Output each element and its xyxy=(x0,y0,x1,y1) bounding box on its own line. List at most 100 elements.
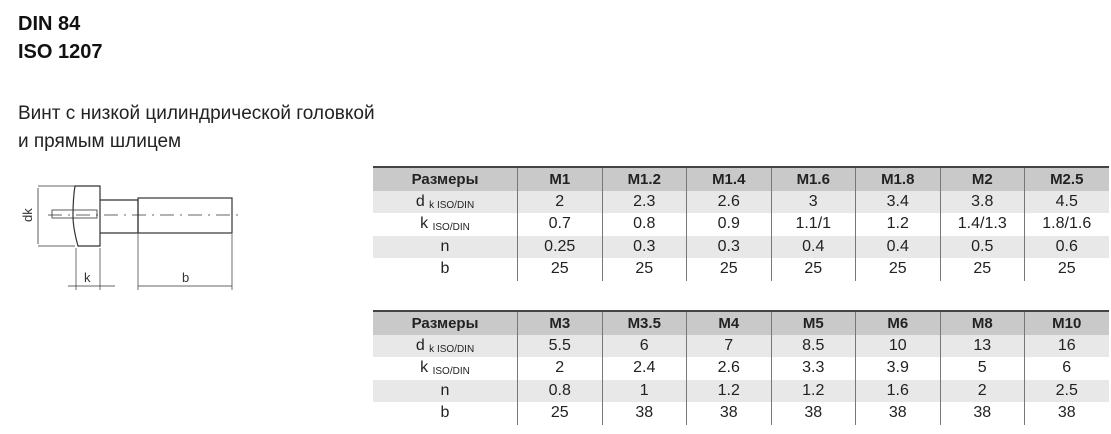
table-cell: 0.3 xyxy=(686,235,771,258)
row-label-main: k xyxy=(420,359,429,377)
row-label-main: b xyxy=(440,404,450,422)
table-cell: 5.5 xyxy=(517,334,602,357)
row-label-main: d xyxy=(415,336,425,354)
table-cell: 25 xyxy=(601,258,687,281)
table-cell: 0.8 xyxy=(517,379,602,402)
table-cell: 0.3 xyxy=(601,235,687,258)
row-label: k ISO/DIN xyxy=(373,213,518,236)
table-row: n 0.8 1 1.2 1.2 1.6 2 2.5 xyxy=(373,379,1109,403)
header-row: Размеры M1 M1.2 M1.4 M1.6 M1.8 M2 M2.5 xyxy=(373,167,1109,191)
table-cell: 8.5 xyxy=(770,334,856,357)
table-cell: 25 xyxy=(517,402,602,425)
table-row: d k ISO/DIN 5.5 6 7 8.5 10 13 16 xyxy=(373,334,1109,358)
table-cell: 3.3 xyxy=(770,357,856,380)
table-cell: 2.3 xyxy=(601,190,687,213)
b-label: b xyxy=(182,270,189,285)
table-cell: 25 xyxy=(939,258,1025,281)
column-header: M1.6 xyxy=(770,167,856,191)
table-cell: 0.4 xyxy=(770,235,856,258)
table-cell: 3.8 xyxy=(939,190,1025,213)
table-cell: 25 xyxy=(686,258,771,281)
description-line-2: и прямым шлицем xyxy=(18,131,182,152)
size-table-2: Размеры M3 M3.5 M4 M5 M6 M8 M10 d k ISO/DIN 5.5 6… xyxy=(373,310,1109,425)
table-cell: 25 xyxy=(1024,258,1109,281)
column-header: M3 xyxy=(517,311,602,335)
description: Винт с низкой цилиндрической головкой и … xyxy=(18,100,375,156)
table-cell: 2 xyxy=(939,379,1025,402)
table-cell: 2.6 xyxy=(686,190,771,213)
column-header: Размеры xyxy=(411,314,479,332)
table-cell: 1.1/1 xyxy=(770,213,856,236)
table-cell: 7 xyxy=(686,334,771,357)
table-cell: 1.2 xyxy=(770,379,856,402)
table-cell: 38 xyxy=(601,402,687,425)
column-header: M3.5 xyxy=(601,311,687,335)
table-row: n 0.25 0.3 0.3 0.4 0.4 0.5 0.6 xyxy=(373,235,1109,259)
table-row: b 25 38 38 38 38 38 38 xyxy=(373,402,1109,425)
table-cell: 2.4 xyxy=(601,357,687,380)
table-cell: 1.8/1.6 xyxy=(1024,213,1109,236)
table-cell: 0.25 xyxy=(517,235,602,258)
row-label-sub: ISO/DIN xyxy=(432,366,470,378)
table-cell: 3.9 xyxy=(855,357,940,380)
column-header: M6 xyxy=(855,311,940,335)
column-header: M1.2 xyxy=(601,167,687,191)
table-cell: 6 xyxy=(1024,357,1109,380)
column-header: M2.5 xyxy=(1024,167,1109,191)
table-cell: 25 xyxy=(855,258,940,281)
table-row: d k ISO/DIN 2 2.3 2.6 3 3.4 3.8 4.5 xyxy=(373,190,1109,214)
dk-label: dk xyxy=(20,208,35,222)
table-cell: 4.5 xyxy=(1024,190,1109,213)
row-label-main: b xyxy=(440,260,450,278)
table-cell: 38 xyxy=(1024,402,1109,425)
table-cell: 5 xyxy=(939,357,1025,380)
column-header: M1 xyxy=(517,167,602,191)
row-label-main: n xyxy=(440,381,450,399)
table-cell: 1 xyxy=(601,379,687,402)
table-cell: 1.2 xyxy=(855,213,940,236)
table-cell: 2 xyxy=(517,357,602,380)
table-cell: 38 xyxy=(855,402,940,425)
table-cell: 38 xyxy=(686,402,771,425)
column-header: M1.4 xyxy=(686,167,771,191)
row-label: b xyxy=(373,258,518,281)
row-label-main: d xyxy=(415,192,425,210)
table-row: k ISO/DIN 0.7 0.8 0.9 1.1/1 1.2 1.4/1.3 1.8/1.6 xyxy=(373,213,1109,236)
column-header: M8 xyxy=(939,311,1025,335)
column-header: M2 xyxy=(939,167,1025,191)
row-label-sub: k ISO/DIN xyxy=(429,343,475,355)
row-label: d k ISO/DIN xyxy=(373,191,518,214)
table-cell: 2.5 xyxy=(1024,379,1109,402)
column-header: M4 xyxy=(686,311,771,335)
iso-title: ISO 1207 xyxy=(18,41,103,63)
row-label: n xyxy=(373,380,518,403)
size-table-1: Размеры M1 M1.2 M1.4 M1.6 M1.8 M2 M2.5 d k ISO/… xyxy=(373,166,1109,281)
table-cell: 0.7 xyxy=(517,213,602,236)
row-label: d k ISO/DIN xyxy=(373,335,518,358)
column-header: M1.8 xyxy=(855,167,940,191)
standard-title: DIN 84 ISO 1207 xyxy=(18,10,103,66)
din-title: DIN 84 xyxy=(18,13,81,35)
column-header: Размеры xyxy=(411,170,479,188)
table-cell: 1.4/1.3 xyxy=(939,213,1025,236)
description-line-1: Винт с низкой цилиндрической головкой xyxy=(18,103,375,124)
table-row: b 25 25 25 25 25 25 25 xyxy=(373,258,1109,281)
table-cell: 3 xyxy=(770,190,856,213)
table-cell: 25 xyxy=(517,258,602,281)
column-header: M10 xyxy=(1024,311,1109,335)
table-cell: 25 xyxy=(770,258,856,281)
table-cell: 2 xyxy=(517,190,602,213)
column-header: M5 xyxy=(770,311,856,335)
table-cell: 0.6 xyxy=(1024,235,1109,258)
table-cell: 38 xyxy=(939,402,1025,425)
row-label: n xyxy=(373,236,518,259)
table-row: k ISO/DIN 2 2.4 2.6 3.3 3.9 5 6 xyxy=(373,357,1109,380)
table-cell: 0.4 xyxy=(855,235,940,258)
table-cell: 38 xyxy=(770,402,856,425)
table-cell: 13 xyxy=(939,334,1025,357)
screw-drawing: dk k b xyxy=(20,185,240,290)
row-label-main: k xyxy=(420,215,429,233)
table-cell: 0.8 xyxy=(601,213,687,236)
row-label: k ISO/DIN xyxy=(373,357,518,380)
k-label: k xyxy=(84,270,91,285)
